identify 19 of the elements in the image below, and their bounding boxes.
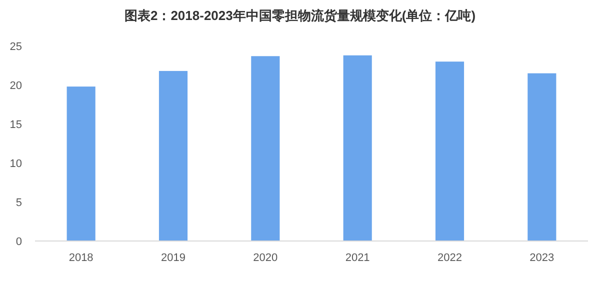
- y-tick-label: 15: [10, 119, 22, 131]
- bar: [528, 73, 556, 241]
- x-tick-label: 2023: [530, 252, 554, 264]
- bar: [158, 70, 188, 241]
- x-tick-label: 2019: [161, 252, 186, 264]
- chart-title: 图表2：2018-2023年中国零担物流货量规模变化(单位：亿吨): [124, 8, 476, 23]
- x-tick-label: 2021: [345, 252, 370, 264]
- x-tick-label: 2018: [68, 252, 94, 264]
- bar: [343, 55, 372, 241]
- y-tick-label: 0: [16, 236, 22, 248]
- bar: [66, 86, 96, 241]
- y-tick-label: 5: [16, 197, 22, 209]
- bar: [251, 56, 280, 241]
- x-tick-label: 2022: [438, 252, 462, 264]
- y-tick-label: 20: [10, 80, 22, 92]
- y-tick-label: 25: [10, 41, 22, 53]
- x-tick-label: 2020: [253, 252, 278, 264]
- bar: [435, 62, 464, 241]
- y-tick-label: 10: [10, 158, 22, 170]
